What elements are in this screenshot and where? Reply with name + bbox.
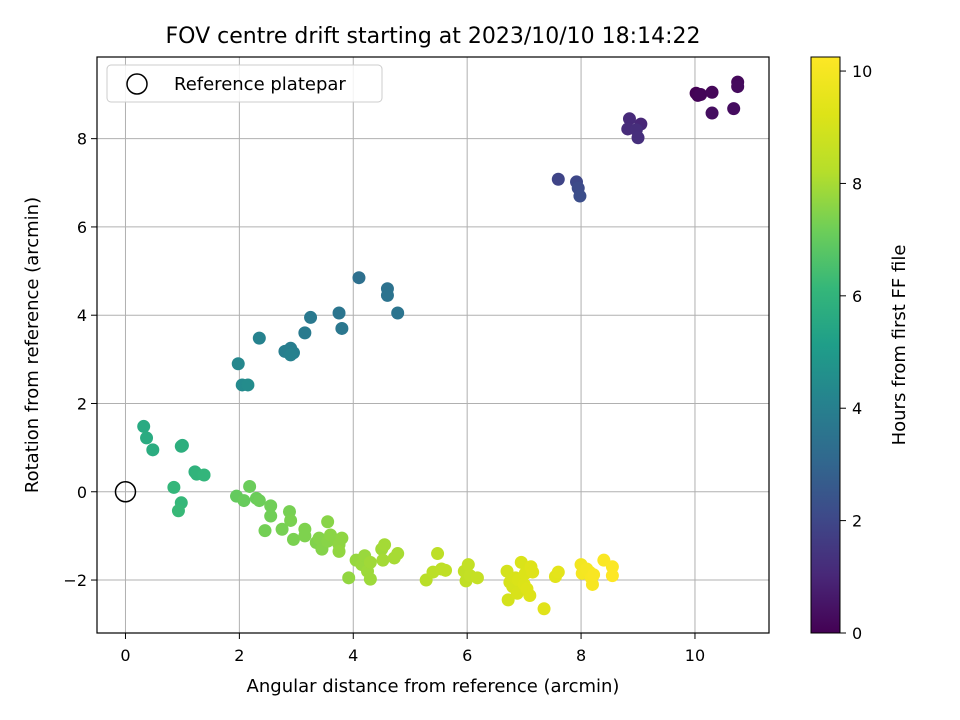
- scatter-point: [171, 504, 185, 518]
- reference-platepar-marker: [114, 481, 137, 503]
- scatter-point: [705, 85, 719, 99]
- colorbar-ticks: 0 2 4 6 8 10: [840, 62, 872, 643]
- scatter-point: [146, 443, 160, 457]
- scatter-point: [252, 494, 266, 508]
- scatter-point: [275, 522, 289, 536]
- scatter-point: [258, 524, 272, 538]
- scatter-point: [439, 563, 453, 577]
- scatter-point: [167, 480, 181, 494]
- scatter-point: [284, 513, 298, 527]
- scatter-point: [197, 468, 211, 482]
- gridlines: [97, 57, 769, 633]
- y-tick-label: 0: [77, 483, 87, 502]
- scatter-point: [605, 569, 619, 583]
- y-axis-label: Rotation from reference (arcmin): [22, 197, 43, 493]
- scatter-point: [514, 555, 528, 569]
- scatter-point: [431, 547, 445, 561]
- colorbar-label: Hours from first FF file: [889, 245, 910, 446]
- scatter-point: [727, 102, 741, 116]
- colorbar-tick-label: 8: [852, 174, 862, 193]
- colorbar-tick-label: 10: [852, 62, 872, 81]
- colorbar: 0 2 4 6 8 10 Hours from first FF file: [810, 56, 910, 643]
- scatter-point: [391, 547, 405, 561]
- y-tick-label: 2: [77, 394, 87, 413]
- scatter-point: [551, 565, 565, 579]
- scatter-point: [363, 572, 377, 586]
- scatter-point: [551, 172, 565, 186]
- scatter-point: [140, 431, 154, 445]
- scatter-point: [237, 494, 251, 508]
- scatter-point: [461, 558, 475, 572]
- scatter-point: [137, 419, 151, 433]
- colorbar-tick-label: 2: [852, 512, 862, 531]
- scatter-point: [352, 271, 366, 285]
- y-axis-ticks: −2 0 2 4 6 8: [63, 130, 97, 590]
- scatter-point: [342, 571, 356, 585]
- x-tick-label: 8: [576, 646, 586, 665]
- legend-marker-icon: [126, 73, 148, 95]
- scatter-point: [380, 288, 394, 302]
- scatter-point: [298, 326, 312, 340]
- scatter-point: [694, 88, 708, 102]
- scatter-point: [284, 348, 298, 362]
- colorbar-tick-label: 4: [852, 399, 862, 418]
- scatter-point: [526, 565, 540, 579]
- scatter-point: [332, 544, 346, 558]
- scatter-point: [241, 378, 255, 392]
- y-tick-label: −2: [63, 571, 87, 590]
- scatter-point: [501, 593, 515, 607]
- scatter-point: [731, 80, 745, 94]
- scatter-point: [363, 555, 377, 569]
- scatter-point: [705, 106, 719, 120]
- scatter-point: [470, 571, 484, 585]
- scatter-point: [587, 568, 601, 582]
- x-tick-label: 6: [462, 646, 472, 665]
- scatter-point: [231, 357, 245, 371]
- scatter-point: [304, 310, 318, 324]
- legend: Reference platepar: [106, 64, 383, 103]
- scatter-point: [622, 112, 636, 126]
- scatter-point: [332, 306, 346, 320]
- scatter-point: [376, 553, 390, 567]
- scatter-point: [537, 602, 551, 616]
- scatter-point: [335, 531, 349, 545]
- y-tick-label: 4: [77, 306, 87, 325]
- legend-label: Reference platepar: [174, 74, 346, 95]
- scatter-point: [585, 577, 599, 591]
- scatter-point: [391, 306, 405, 320]
- scatter-point: [510, 586, 524, 600]
- scatter-point: [264, 499, 278, 513]
- scatter-point: [298, 522, 312, 536]
- scatter-points: [137, 75, 745, 616]
- scatter-point: [335, 321, 349, 335]
- scatter-point: [286, 532, 300, 546]
- chart-title: FOV centre drift starting at 2023/10/10 …: [166, 24, 701, 49]
- scatter-point: [573, 189, 587, 203]
- x-tick-label: 0: [120, 646, 130, 665]
- scatter-point: [523, 588, 537, 602]
- colorbar-tick-label: 6: [852, 287, 862, 306]
- y-tick-label: 8: [77, 130, 87, 149]
- x-axis-ticks: 0 2 4 6 8 10: [120, 633, 705, 665]
- x-tick-label: 10: [685, 646, 705, 665]
- x-axis-label: Angular distance from reference (arcmin): [247, 676, 620, 697]
- scatter-point: [174, 439, 188, 453]
- scatter-point: [252, 331, 266, 345]
- colorbar-tick-label: 0: [852, 624, 862, 643]
- scatter-point: [631, 131, 645, 145]
- x-tick-label: 2: [234, 646, 244, 665]
- scatter-point: [378, 538, 392, 552]
- legend-box: [106, 64, 383, 103]
- scatter-point: [264, 509, 278, 523]
- scatter-point: [243, 479, 257, 493]
- scatter-point: [321, 515, 335, 529]
- x-tick-label: 4: [348, 646, 358, 665]
- plot-frame: [96, 56, 770, 634]
- y-tick-label: 6: [77, 218, 87, 237]
- colorbar-gradient: [810, 56, 841, 634]
